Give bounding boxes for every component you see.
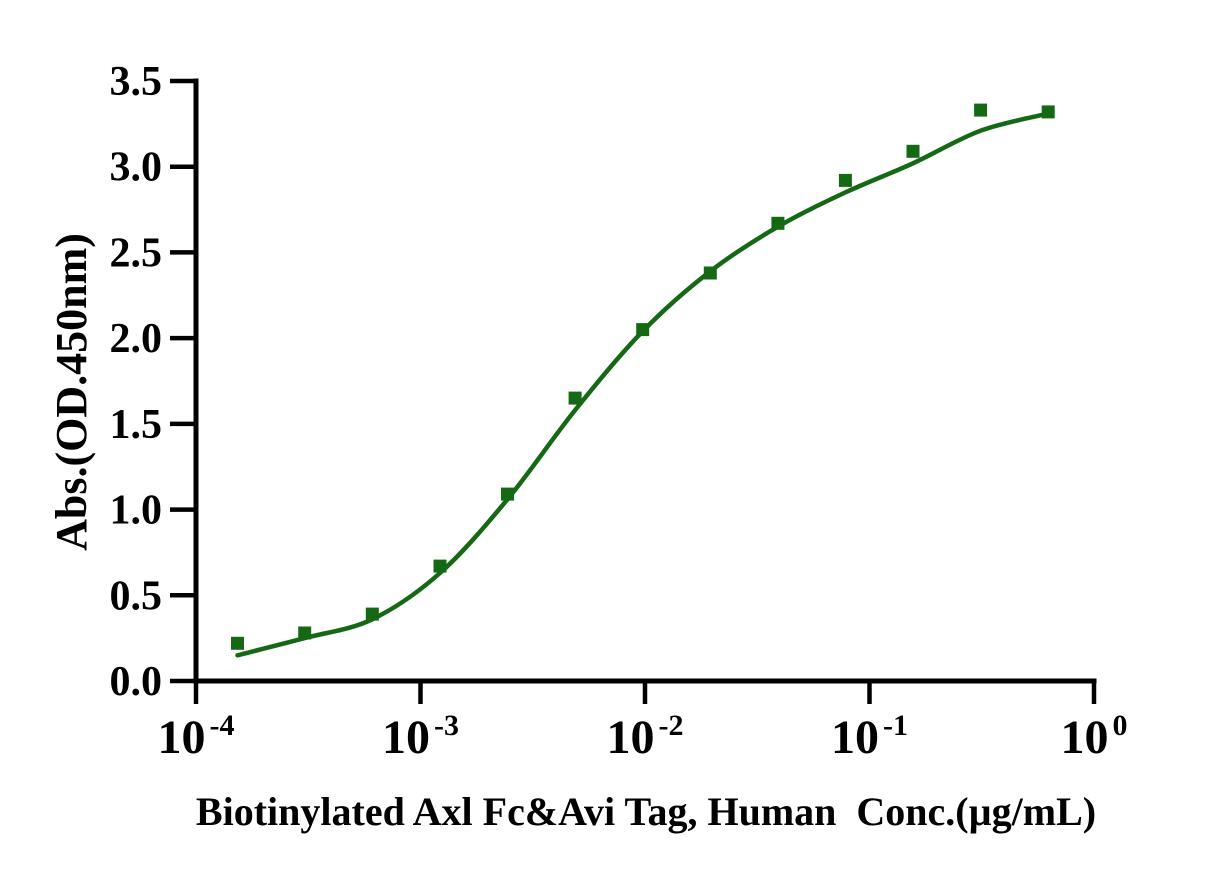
y-axis-title: Abs.(OD.450nm) [47, 233, 96, 551]
data-point [231, 636, 244, 650]
data-point [1041, 105, 1055, 119]
y-tick-label: 3.5 [110, 59, 163, 105]
x-tick-label: 10 -4 [158, 709, 235, 764]
data-point [771, 216, 785, 230]
data-point [974, 103, 988, 117]
data-point [298, 626, 312, 640]
x-tick-label: 10 0 [1061, 709, 1128, 764]
fit-curve [235, 111, 1051, 658]
data-point [568, 391, 582, 405]
x-tick-label: 10 -1 [831, 709, 908, 764]
y-tick-label: 3.0 [110, 145, 163, 191]
data-point [365, 607, 379, 621]
data-point [501, 487, 514, 501]
x-axis-title: Biotinylated Axl Fc&Avi Tag, Human Conc.… [195, 789, 1097, 834]
y-tick-label: 0.0 [110, 659, 163, 705]
data-point [636, 323, 650, 337]
y-tick-label: 1.0 [110, 488, 163, 534]
data-point [703, 266, 717, 280]
y-tick-label: 2.0 [110, 316, 163, 362]
y-tick-label: 0.5 [110, 573, 163, 619]
x-tick-label: 10 -3 [382, 709, 459, 764]
y-tick-label: 1.5 [110, 402, 163, 448]
x-tick-label: 10 -2 [607, 709, 684, 764]
y-tick-label: 2.5 [110, 230, 163, 276]
data-point [906, 144, 920, 158]
data-point [838, 173, 852, 187]
data-point [433, 559, 447, 573]
